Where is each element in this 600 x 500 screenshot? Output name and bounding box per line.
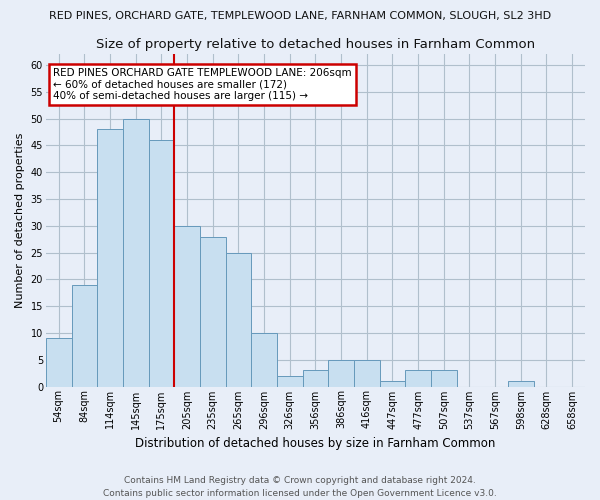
Bar <box>123 118 149 386</box>
Bar <box>302 370 328 386</box>
X-axis label: Distribution of detached houses by size in Farnham Common: Distribution of detached houses by size … <box>135 437 496 450</box>
Bar <box>405 370 431 386</box>
Bar <box>251 333 277 386</box>
Bar <box>354 360 380 386</box>
Bar <box>149 140 174 386</box>
Bar <box>46 338 71 386</box>
Bar <box>97 130 123 386</box>
Bar <box>71 285 97 386</box>
Bar <box>226 252 251 386</box>
Y-axis label: Number of detached properties: Number of detached properties <box>15 133 25 308</box>
Bar <box>328 360 354 386</box>
Text: RED PINES ORCHARD GATE TEMPLEWOOD LANE: 206sqm
← 60% of detached houses are smal: RED PINES ORCHARD GATE TEMPLEWOOD LANE: … <box>53 68 352 101</box>
Bar <box>380 381 405 386</box>
Bar <box>431 370 457 386</box>
Bar <box>174 226 200 386</box>
Text: RED PINES, ORCHARD GATE, TEMPLEWOOD LANE, FARNHAM COMMON, SLOUGH, SL2 3HD: RED PINES, ORCHARD GATE, TEMPLEWOOD LANE… <box>49 12 551 22</box>
Bar <box>508 381 533 386</box>
Bar <box>277 376 302 386</box>
Bar <box>200 236 226 386</box>
Text: Contains HM Land Registry data © Crown copyright and database right 2024.
Contai: Contains HM Land Registry data © Crown c… <box>103 476 497 498</box>
Title: Size of property relative to detached houses in Farnham Common: Size of property relative to detached ho… <box>96 38 535 51</box>
